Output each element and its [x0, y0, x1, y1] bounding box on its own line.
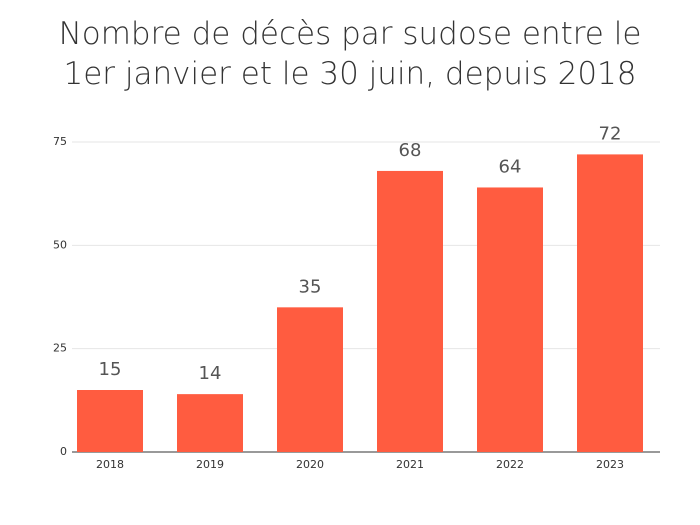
y-tick-label: 0 — [60, 445, 67, 458]
y-tick-label: 25 — [53, 342, 67, 355]
x-tick-label: 2018 — [96, 458, 124, 471]
y-tick-label: 75 — [53, 135, 67, 148]
x-tick-label: 2021 — [396, 458, 424, 471]
bar — [377, 170, 443, 452]
x-tick-label: 2019 — [196, 458, 224, 471]
x-tick-label: 2020 — [296, 458, 324, 471]
bar — [277, 307, 343, 452]
bar — [577, 154, 643, 452]
bar — [477, 187, 543, 452]
chart-title: Nombre de décès par sudose entre le 1er … — [58, 16, 642, 92]
y-tick-label: 50 — [53, 238, 67, 251]
bar — [77, 390, 143, 452]
bar — [177, 394, 243, 452]
value-label: 72 — [599, 123, 622, 144]
value-label: 15 — [99, 359, 122, 380]
x-tick-label: 2022 — [496, 458, 524, 471]
x-tick-label: 2023 — [596, 458, 624, 471]
value-label: 64 — [499, 156, 522, 177]
value-label: 68 — [399, 140, 422, 161]
value-label: 14 — [199, 363, 222, 384]
value-label: 35 — [299, 276, 322, 297]
